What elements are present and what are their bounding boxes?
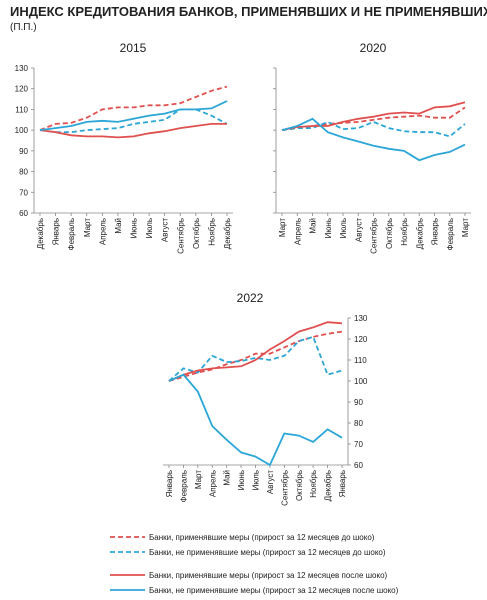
x-tick-label: Сентябрь [370, 218, 379, 254]
x-tick-label: Сентябрь [280, 470, 289, 506]
x-tick-label: Декабрь [223, 218, 232, 249]
series-line [168, 335, 343, 382]
legend-label: Банки, не применявшие меры (прирост за 1… [149, 586, 399, 595]
series-line [281, 101, 466, 131]
series-line [281, 120, 466, 138]
x-tick-label: Январь [52, 218, 61, 245]
y-tick-label: 100 [354, 377, 368, 386]
x-tick-label: Декабрь [415, 218, 424, 249]
x-tick-label: Ноябрь [400, 218, 409, 246]
x-tick-label: Октябрь [295, 470, 304, 501]
x-tick-label: Июль [145, 218, 154, 238]
series-line [39, 108, 228, 134]
legend-label: Банки, не применявшие меры (прирост за 1… [149, 548, 386, 557]
x-tick-label: Октябрь [385, 218, 394, 249]
x-tick-label: Апрель [208, 470, 217, 497]
x-tick-label: Июнь [130, 218, 139, 238]
chart-title: 2022 [237, 291, 264, 305]
y-tick-label: 60 [354, 461, 363, 470]
x-tick-label: Март [461, 218, 470, 237]
y-tick-label: 90 [19, 147, 28, 156]
x-tick-label: Сентябрь [176, 218, 185, 254]
y-tick-label: 70 [19, 188, 28, 197]
x-tick-label: Май [223, 470, 232, 486]
x-tick-label: Декабрь [36, 218, 45, 249]
y-tick-label: 120 [354, 335, 368, 344]
x-tick-label: Февраль [446, 218, 455, 251]
series-line [168, 321, 343, 382]
x-tick-label: Январь [431, 218, 440, 245]
x-tick-label: Март [83, 218, 92, 237]
x-tick-label: Июль [339, 218, 348, 238]
x-tick-label: Май [114, 218, 123, 234]
y-tick-label: 100 [15, 126, 29, 135]
x-tick-label: Июль [252, 470, 261, 490]
x-tick-label: Февраль [67, 218, 76, 251]
series-line [168, 330, 343, 382]
figure-subtitle: (П.П.) [10, 22, 37, 33]
x-tick-label: Февраль [179, 470, 188, 503]
chart-title: 2015 [120, 41, 147, 55]
series-line [39, 85, 228, 131]
y-tick-label: 110 [354, 356, 367, 365]
x-tick-label: Декабрь [324, 470, 333, 501]
x-tick-label: Ноябрь [309, 470, 318, 498]
series-line [39, 123, 227, 139]
x-tick-label: Ноябрь [207, 218, 216, 246]
y-tick-label: 120 [15, 85, 29, 94]
y-tick-label: 80 [19, 168, 28, 177]
y-tick-label: 90 [354, 398, 363, 407]
x-tick-label: Январь [338, 470, 347, 497]
legend-label: Банки, применявшие меры (прирост за 12 м… [149, 533, 375, 542]
x-tick-label: Март [278, 218, 287, 237]
x-tick-label: Май [309, 218, 318, 234]
series-line [168, 373, 343, 467]
y-tick-label: 110 [15, 105, 28, 114]
y-tick-label: 130 [15, 64, 29, 73]
x-tick-label: Апрель [293, 218, 302, 245]
x-tick-label: Июнь [324, 218, 333, 238]
series-line [281, 117, 466, 162]
x-tick-label: Январь [165, 470, 174, 497]
x-tick-label: Июнь [237, 470, 246, 490]
y-tick-label: 70 [354, 440, 363, 449]
figure-title: ИНДЕКС КРЕДИТОВАНИЯ БАНКОВ, ПРИМЕНЯВШИХ … [10, 4, 487, 19]
x-tick-label: Август [354, 218, 363, 242]
series-line [281, 106, 466, 131]
x-tick-label: Август [161, 218, 170, 242]
y-tick-label: 80 [354, 419, 363, 428]
series-line [39, 100, 228, 131]
x-tick-label: Октябрь [192, 218, 201, 249]
y-tick-label: 130 [354, 314, 368, 323]
x-tick-label: Март [194, 470, 203, 489]
x-tick-label: Август [266, 470, 275, 494]
x-tick-label: Апрель [98, 218, 107, 245]
y-tick-label: 60 [19, 209, 28, 218]
chart-title: 2020 [360, 41, 387, 55]
legend-label: Банки, применявшие меры (прирост за 12 м… [149, 571, 388, 580]
